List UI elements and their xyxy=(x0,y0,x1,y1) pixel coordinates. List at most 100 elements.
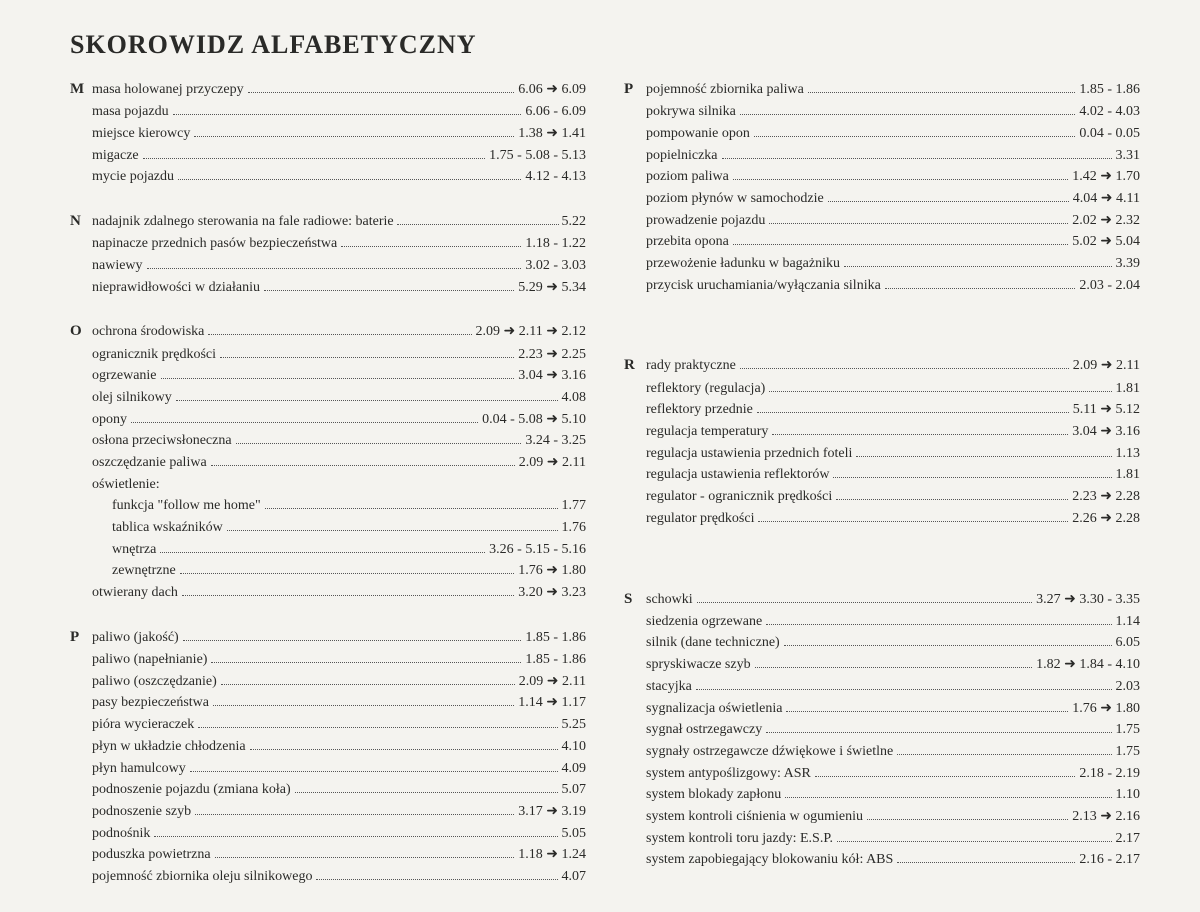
index-entry: nieprawidłowości w działaniu 5.29 ➜ 5.34 xyxy=(70,277,586,299)
entry-label: podnoszenie pojazdu (zmiana koła) xyxy=(92,779,291,801)
page-ref: 1.18 ➜ 1.24 xyxy=(518,844,586,866)
index-entry: reflektory (regulacja)1.81 xyxy=(624,378,1140,400)
entry-label: paliwo (napełnianie) xyxy=(92,649,207,671)
index-group: Mmasa holowanej przyczepy6.06 ➜ 6.09masa… xyxy=(70,78,586,188)
section-letter: S xyxy=(624,588,646,611)
leader-dots xyxy=(227,530,558,531)
page-ref: 2.09 ➜ 2.11 xyxy=(519,452,586,474)
leader-dots xyxy=(808,92,1075,93)
leader-dots xyxy=(755,667,1033,668)
entry-label: otwierany dach xyxy=(92,582,178,604)
page-ref: 5.05 xyxy=(562,823,587,845)
index-entry: miejsce kierowcy1.38 ➜ 1.41 xyxy=(70,123,586,145)
section-letter: P xyxy=(70,626,92,649)
leader-dots xyxy=(867,819,1068,820)
leader-dots xyxy=(836,499,1068,500)
index-entry: otwierany dach3.20 ➜ 3.23 xyxy=(70,582,586,604)
entry-label: nieprawidłowości w działaniu xyxy=(92,277,260,299)
entry-label: pojemność zbiornika paliwa xyxy=(646,79,804,101)
page-ref: 6.06 ➜ 6.09 xyxy=(518,79,586,101)
index-entry: funkcja "follow me home"1.77 xyxy=(70,495,586,517)
index-entry: mycie pojazdu4.12 - 4.13 xyxy=(70,166,586,188)
entry-label: system blokady zapłonu xyxy=(646,784,781,806)
page-ref: 1.10 xyxy=(1116,784,1141,806)
entry-label: przebita opona xyxy=(646,231,729,253)
index-entry: Ppojemność zbiornika paliwa 1.85 - 1.86 xyxy=(624,78,1140,101)
index-entry: poziom paliwa1.42 ➜ 1.70 xyxy=(624,166,1140,188)
index-entry: przycisk uruchamiania/wyłączania silnika… xyxy=(624,275,1140,297)
page-ref: 3.27 ➜ 3.30 - 3.35 xyxy=(1036,589,1140,611)
entry-label: regulacja temperatury xyxy=(646,421,768,443)
page-ref: 3.04 ➜ 3.16 xyxy=(518,365,586,387)
leader-dots xyxy=(316,879,557,880)
page-ref: 2.16 - 2.17 xyxy=(1079,849,1140,871)
page-ref: 1.81 xyxy=(1116,378,1141,400)
leader-dots xyxy=(740,368,1069,369)
section-letter: O xyxy=(70,320,92,343)
page-ref: 1.85 - 1.86 xyxy=(525,649,586,671)
entry-label: system antypoślizgowy: ASR xyxy=(646,763,811,785)
page-ref: 5.29 ➜ 5.34 xyxy=(518,277,586,299)
index-entry: pokrywa silnika 4.02 - 4.03 xyxy=(624,101,1140,123)
entry-label: nawiewy xyxy=(92,255,143,277)
index-entry: przebita opona 5.02 ➜ 5.04 xyxy=(624,231,1140,253)
page-ref: 3.02 - 3.03 xyxy=(525,255,586,277)
entry-label: oszczędzanie paliwa xyxy=(92,452,207,474)
page-ref: 4.02 - 4.03 xyxy=(1079,101,1140,123)
left-column: Mmasa holowanej przyczepy6.06 ➜ 6.09masa… xyxy=(70,78,586,910)
leader-dots xyxy=(740,114,1076,115)
index-entry: regulator prędkości2.26 ➜ 2.28 xyxy=(624,508,1140,530)
index-entry: poduszka powietrzna1.18 ➜ 1.24 xyxy=(70,844,586,866)
index-entry: system antypoślizgowy: ASR2.18 - 2.19 xyxy=(624,763,1140,785)
index-entry: pompowanie opon0.04 - 0.05 xyxy=(624,123,1140,145)
index-entry: regulacja ustawienia reflektorów 1.81 xyxy=(624,464,1140,486)
leader-dots xyxy=(897,862,1075,863)
page-ref: 2.02 ➜ 2.32 xyxy=(1072,210,1140,232)
entry-label: poziom paliwa xyxy=(646,166,729,188)
entry-label: mycie pojazdu xyxy=(92,166,174,188)
entry-label: regulacja ustawienia reflektorów xyxy=(646,464,829,486)
leader-dots xyxy=(265,508,558,509)
page-title: SKOROWIDZ ALFABETYCZNY xyxy=(70,30,1140,60)
page-ref: 1.76 ➜ 1.80 xyxy=(518,560,586,582)
page-ref: 5.11 ➜ 5.12 xyxy=(1073,399,1140,421)
leader-dots xyxy=(208,334,471,335)
leader-dots xyxy=(211,662,521,663)
entry-label: migacze xyxy=(92,145,139,167)
page-ref: 1.81 xyxy=(1116,464,1141,486)
entry-label: nadajnik zdalnego sterowania na fale rad… xyxy=(92,211,394,233)
leader-dots xyxy=(341,246,521,247)
index-entry: prowadzenie pojazdu2.02 ➜ 2.32 xyxy=(624,210,1140,232)
index-entry: opony0.04 - 5.08 ➜ 5.10 xyxy=(70,409,586,431)
leader-dots xyxy=(176,400,558,401)
page-ref: 2.13 ➜ 2.16 xyxy=(1072,806,1140,828)
entry-label: pokrywa silnika xyxy=(646,101,736,123)
leader-dots xyxy=(195,814,514,815)
leader-dots xyxy=(295,792,558,793)
page-ref: 4.08 xyxy=(562,387,587,409)
page-ref: 1.75 - 5.08 - 5.13 xyxy=(489,145,586,167)
entry-label: przycisk uruchamiania/wyłączania silnika xyxy=(646,275,881,297)
leader-dots xyxy=(180,573,515,574)
section-letter: P xyxy=(624,78,646,101)
entry-label: sygnały ostrzegawcze dźwiękowe i świetln… xyxy=(646,741,893,763)
page-ref: 5.02 ➜ 5.04 xyxy=(1072,231,1140,253)
page-ref: 3.39 xyxy=(1116,253,1141,275)
leader-dots xyxy=(154,836,557,837)
section-letter: M xyxy=(70,78,92,101)
index-entry: system blokady zapłonu 1.10 xyxy=(624,784,1140,806)
leader-dots xyxy=(183,640,522,641)
page-ref: 1.75 xyxy=(1116,719,1141,741)
leader-dots xyxy=(220,357,514,358)
leader-dots xyxy=(248,92,515,93)
section-letter: N xyxy=(70,210,92,233)
index-group: Ppaliwo (jakość)1.85 - 1.86paliwo (napeł… xyxy=(70,626,586,888)
entry-label: miejsce kierowcy xyxy=(92,123,190,145)
entry-label: reflektory przednie xyxy=(646,399,753,421)
index-entry: regulacja ustawienia przednich foteli1.1… xyxy=(624,443,1140,465)
entry-label: sygnalizacja oświetlenia xyxy=(646,698,782,720)
index-entry: ogrzewanie3.04 ➜ 3.16 xyxy=(70,365,586,387)
leader-dots xyxy=(236,443,522,444)
leader-dots xyxy=(397,224,559,225)
page-ref: 1.85 - 1.86 xyxy=(1079,79,1140,101)
